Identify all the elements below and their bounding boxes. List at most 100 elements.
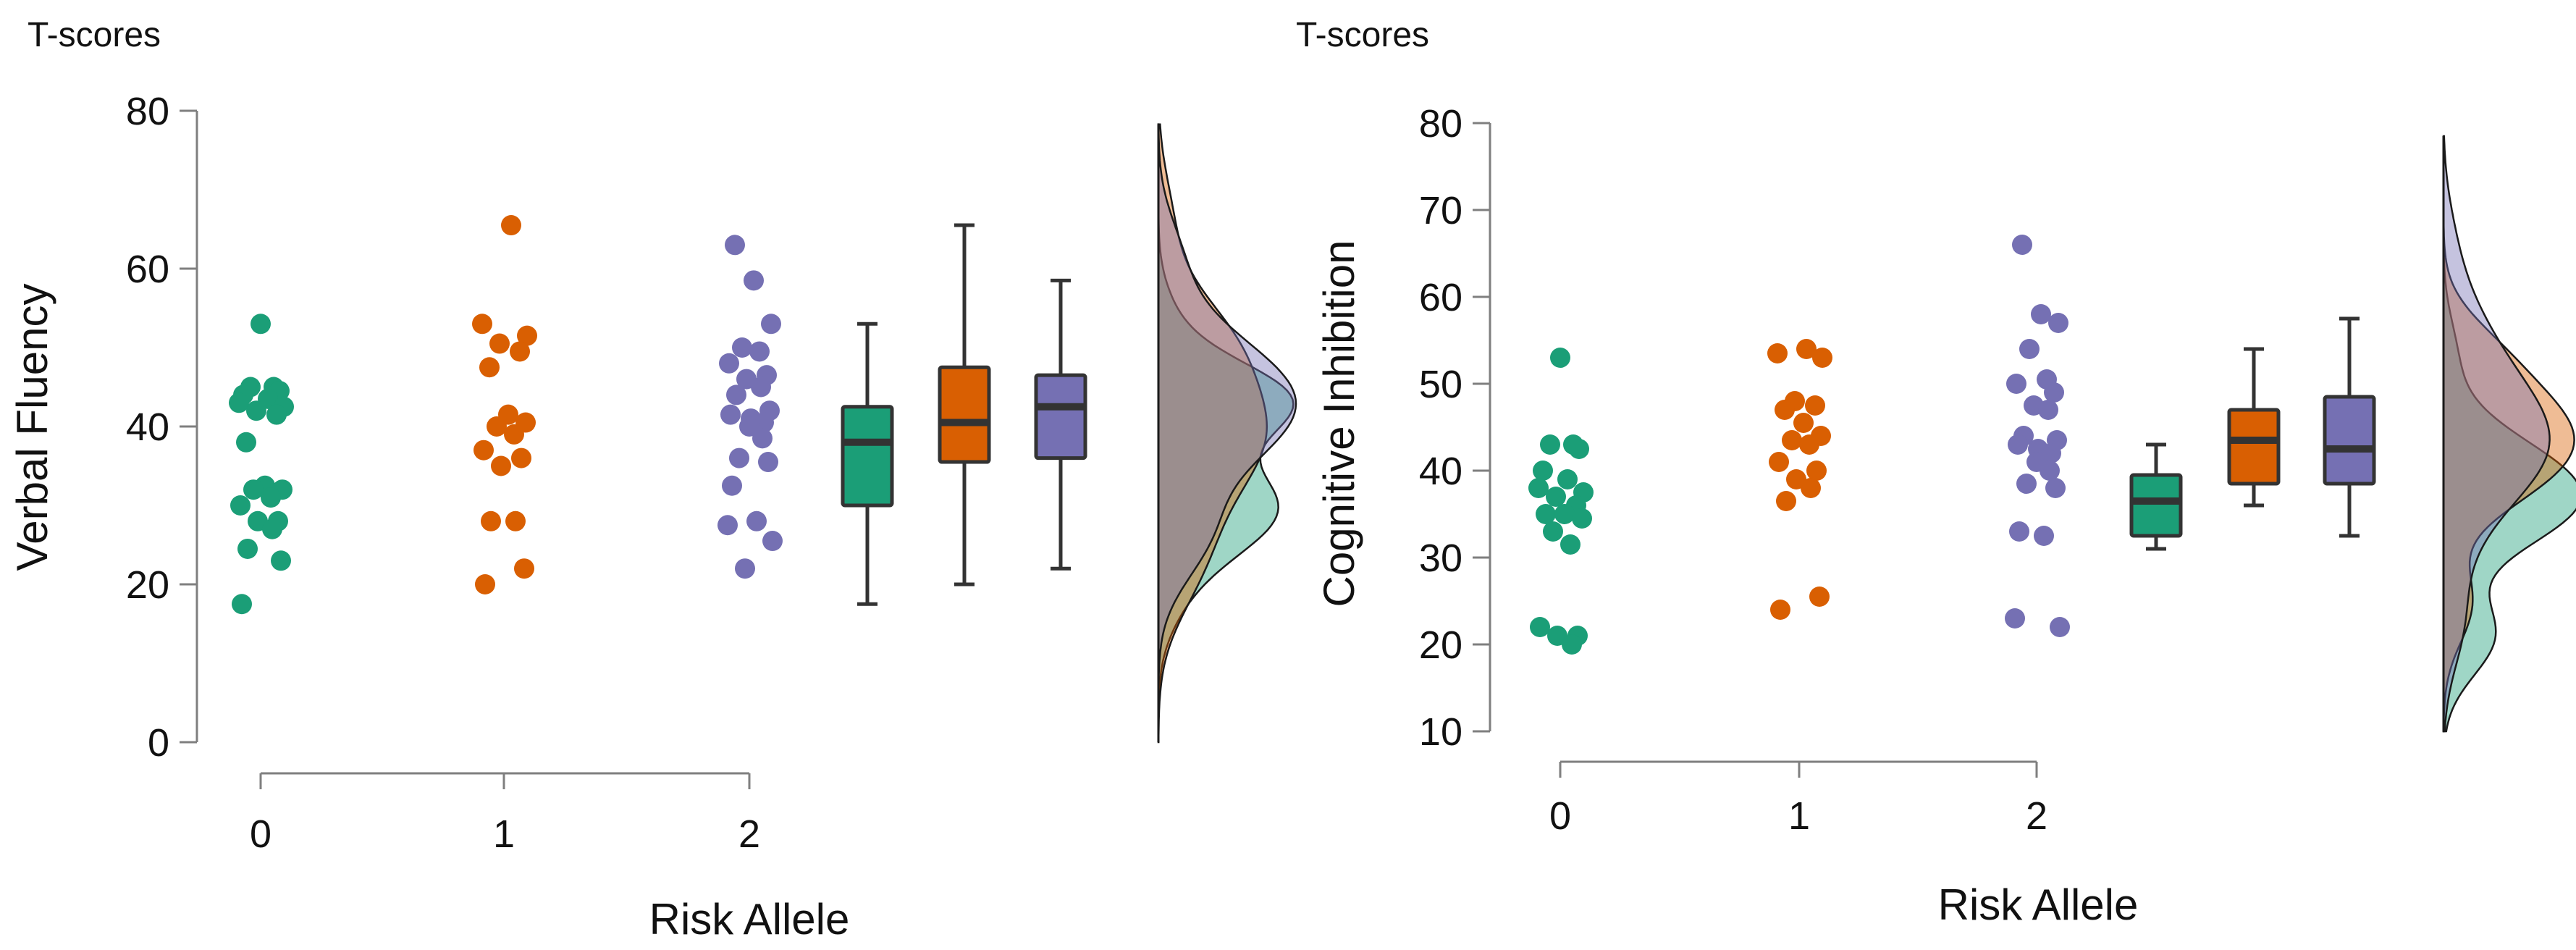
data-point xyxy=(2009,521,2029,542)
boxplot-2 xyxy=(2323,316,2376,538)
data-point xyxy=(735,558,755,579)
data-point xyxy=(2040,461,2060,481)
data-point xyxy=(475,574,495,594)
y-tick-label: 10 xyxy=(1419,710,1462,754)
data-point xyxy=(510,341,530,362)
data-point xyxy=(1799,434,1819,455)
data-point xyxy=(1801,478,1821,498)
data-point xyxy=(726,384,746,405)
data-point xyxy=(758,452,778,473)
x-tick-label: 0 xyxy=(1549,794,1571,838)
x-tick-label: 2 xyxy=(2026,794,2047,838)
data-point xyxy=(2031,304,2051,324)
data-point xyxy=(1770,600,1790,620)
data-point xyxy=(1540,434,1560,455)
data-point xyxy=(2044,382,2064,403)
data-point xyxy=(2019,339,2040,359)
data-point xyxy=(479,357,500,378)
data-point xyxy=(266,404,287,425)
y-tick-label: 70 xyxy=(1419,189,1462,232)
data-point xyxy=(262,518,282,539)
x-axis-label: Risk Allele xyxy=(649,895,850,943)
data-point xyxy=(2048,313,2068,333)
points-0 xyxy=(1528,348,1594,655)
data-point xyxy=(505,510,526,531)
data-point xyxy=(1536,504,1556,524)
data-point xyxy=(725,235,745,256)
data-point xyxy=(246,400,266,421)
box-iqr xyxy=(2323,395,2376,486)
data-point xyxy=(1554,504,1575,524)
data-point xyxy=(746,510,767,531)
data-point xyxy=(739,416,759,437)
data-point xyxy=(504,424,524,445)
data-point xyxy=(1796,339,1817,359)
data-point xyxy=(2012,235,2032,255)
data-point xyxy=(1557,469,1578,489)
density-clouds xyxy=(1157,123,1297,744)
data-point xyxy=(1806,461,1827,481)
data-point xyxy=(717,515,738,536)
data-point xyxy=(2016,474,2037,494)
y-tick-label: 0 xyxy=(148,721,169,765)
y-axis-label: Verbal Fluency xyxy=(8,284,56,571)
data-point xyxy=(1775,400,1795,420)
data-point xyxy=(489,333,510,354)
points-1 xyxy=(472,215,537,594)
points-0 xyxy=(229,314,294,615)
data-point xyxy=(722,475,742,496)
data-point xyxy=(1805,395,1825,416)
boxplot-1 xyxy=(938,223,991,587)
data-point xyxy=(1782,430,1802,450)
data-point xyxy=(749,341,770,362)
data-point xyxy=(251,314,271,335)
box-iqr xyxy=(938,365,991,464)
data-point xyxy=(761,314,781,335)
density-cloud-2 xyxy=(2442,135,2551,733)
data-point xyxy=(1809,587,1830,607)
points-2 xyxy=(2005,235,2070,637)
box-iqr xyxy=(841,405,894,508)
corner-label: T-scores xyxy=(1296,16,1429,54)
data-point xyxy=(729,447,749,468)
density-cloud-2 xyxy=(1157,123,1297,742)
data-point xyxy=(1812,348,1832,368)
data-point xyxy=(732,337,752,358)
data-point xyxy=(719,353,739,374)
data-point xyxy=(744,270,764,291)
chart-2: T-scores Cognitive Inhibition Risk Allele 1… xyxy=(1296,16,2576,929)
y-tick-label: 50 xyxy=(1419,363,1462,406)
data-point xyxy=(2050,617,2070,637)
x-tick-label: 1 xyxy=(493,812,515,856)
data-point xyxy=(1767,343,1788,363)
data-point xyxy=(2008,434,2028,455)
data-point xyxy=(491,455,511,476)
data-point xyxy=(2034,526,2054,546)
data-point xyxy=(481,510,501,531)
x-tick-label: 0 xyxy=(250,812,272,856)
data-point xyxy=(1543,521,1563,542)
y-tick-label: 80 xyxy=(126,90,169,133)
box-iqr xyxy=(2129,473,2183,538)
data-point xyxy=(1530,617,1550,637)
boxplot-0 xyxy=(841,321,894,606)
y-tick-label: 40 xyxy=(1419,450,1462,493)
y-tick-label: 60 xyxy=(126,248,169,291)
box-iqr xyxy=(1034,373,1087,461)
data-point xyxy=(2038,400,2058,420)
data-point xyxy=(473,440,494,461)
y-axis-label: Cognitive Inhibition xyxy=(1315,240,1363,608)
boxplot-2 xyxy=(1034,278,1087,571)
data-point xyxy=(1550,348,1570,368)
y-tick-label: 40 xyxy=(126,405,169,449)
data-point xyxy=(1562,634,1582,655)
data-point xyxy=(1546,487,1566,507)
data-point xyxy=(487,416,507,437)
boxplot-1 xyxy=(2227,347,2281,508)
data-point xyxy=(229,392,249,413)
data-point xyxy=(243,479,264,500)
data-point xyxy=(2005,608,2025,629)
data-point xyxy=(271,550,291,571)
x-tick-label: 2 xyxy=(738,812,760,856)
